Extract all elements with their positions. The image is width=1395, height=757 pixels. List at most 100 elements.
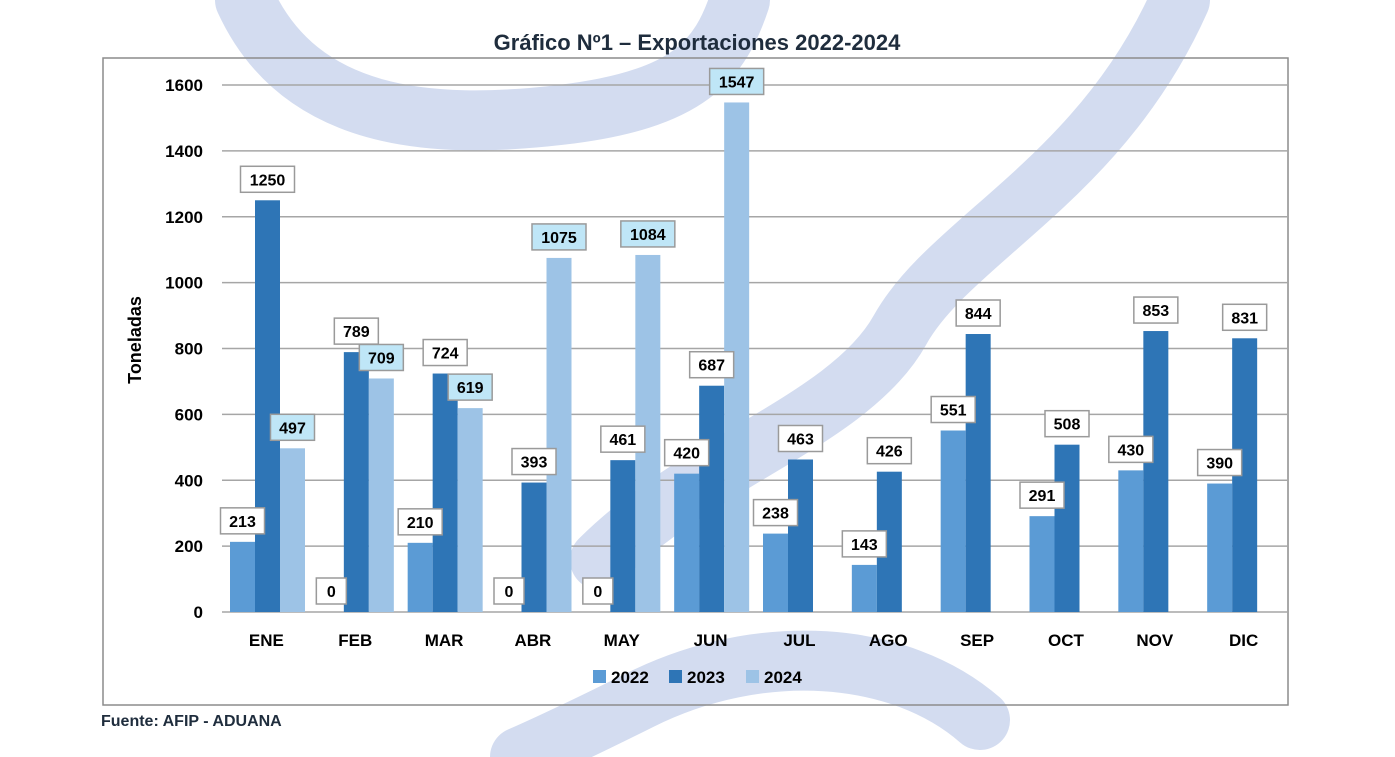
- bar-2024: [546, 257, 572, 612]
- data-label-box: [1044, 409, 1090, 438]
- y-tick-label: 0: [194, 603, 203, 622]
- data-label-box: [219, 507, 266, 535]
- x-tick-label: JUN: [694, 631, 728, 650]
- data-label: 853: [1142, 303, 1169, 320]
- bar-2024: [280, 448, 305, 612]
- data-label: 619: [457, 380, 484, 397]
- x-tick-label: SEP: [960, 631, 994, 650]
- data-label: 390: [1206, 456, 1233, 473]
- x-tick-label: NOV: [1136, 631, 1174, 650]
- data-label: 508: [1054, 417, 1081, 434]
- data-label-box: [777, 424, 824, 453]
- bar-2022: [763, 533, 788, 612]
- bar-2023: [965, 334, 991, 612]
- data-label-box: [315, 577, 348, 605]
- x-tick-label: JUL: [783, 631, 815, 650]
- data-label-box: [620, 220, 676, 248]
- chart-frame: [102, 57, 1289, 706]
- data-label-box: [708, 67, 765, 96]
- bar-2024: [368, 378, 394, 612]
- bar-2022: [230, 541, 255, 612]
- data-label: 461: [609, 432, 636, 449]
- data-label: 709: [368, 350, 395, 367]
- data-label: 0: [505, 584, 514, 601]
- x-tick-label: MAR: [425, 631, 464, 650]
- legend: 2022 2023 2024: [593, 668, 802, 687]
- data-labels: 213 1250 497 0 789 709 210 724 619 0 393 1075 0 461 10…: [219, 67, 1268, 605]
- data-label: 551: [940, 403, 967, 420]
- bar-2023: [699, 385, 725, 612]
- data-label-box: [688, 350, 735, 379]
- legend-label-2022: 2022: [611, 668, 649, 687]
- data-label: 1084: [630, 227, 666, 244]
- data-label: 0: [593, 584, 602, 601]
- legend-swatch-2024: [746, 670, 759, 683]
- legend-label-2023: 2023: [687, 668, 725, 687]
- data-label: 430: [1117, 442, 1144, 459]
- data-label-box: [1221, 303, 1268, 332]
- data-label: 291: [1029, 488, 1056, 505]
- x-tick-label: OCT: [1048, 631, 1085, 650]
- y-tick-label: 1400: [165, 142, 203, 161]
- y-tick-label: 1000: [165, 274, 203, 293]
- x-tick-label: DIC: [1229, 631, 1258, 650]
- data-label-box: [511, 447, 557, 476]
- data-label-box: [531, 223, 587, 251]
- data-label: 238: [762, 506, 789, 523]
- bar-2022: [940, 430, 966, 612]
- bar-2022: [1029, 516, 1055, 612]
- data-label-box: [447, 373, 493, 401]
- data-label: 213: [229, 514, 256, 531]
- data-label-box: [752, 498, 799, 527]
- source-note: Fuente: AFIP - ADUANA: [101, 713, 282, 730]
- data-label-box: [358, 343, 405, 372]
- x-tick-label: FEB: [338, 631, 372, 650]
- data-label: 420: [673, 446, 700, 463]
- bar-2022: [1207, 483, 1233, 612]
- bar-2023: [788, 459, 813, 612]
- data-label: 1547: [719, 74, 755, 91]
- bar-2022: [407, 542, 433, 612]
- data-label-box: [493, 577, 525, 605]
- data-label-box: [422, 338, 468, 367]
- x-tick-label: AGO: [869, 631, 908, 650]
- data-label: 0: [327, 584, 336, 601]
- data-label-box: [663, 438, 710, 467]
- y-tick-label: 800: [175, 340, 203, 359]
- y-tick-label: 400: [175, 471, 203, 490]
- data-label-box: [1108, 435, 1154, 464]
- data-label: 143: [851, 537, 878, 554]
- bar-2022: [851, 564, 877, 612]
- x-axis-categories: ENE FEB MAR ABR MAY JUN JUL AGO SEP OCT NOV DIC: [249, 631, 1258, 650]
- data-label: 1250: [250, 172, 286, 189]
- bar-2023: [432, 373, 458, 612]
- data-label: 393: [521, 455, 548, 472]
- data-label-box: [333, 317, 380, 345]
- y-axis-label: Toneladas: [125, 296, 145, 384]
- data-label-box: [239, 165, 296, 194]
- bar-2022: [1118, 470, 1144, 612]
- data-label-box: [866, 436, 913, 465]
- data-label-box: [269, 413, 316, 442]
- data-label: 426: [876, 444, 903, 461]
- data-label-box: [582, 577, 614, 605]
- bar-2023: [255, 200, 280, 612]
- legend-label-2024: 2024: [764, 668, 802, 687]
- data-label-box: [841, 530, 888, 558]
- bar-2023: [1054, 444, 1080, 612]
- legend-swatch-2022: [593, 670, 606, 683]
- data-label-box: [600, 425, 646, 453]
- data-label-box: [1019, 481, 1065, 509]
- bar-2023: [1143, 331, 1169, 612]
- x-tick-label: ABR: [514, 631, 551, 650]
- y-tick-label: 1200: [165, 208, 203, 227]
- bar-2023: [343, 352, 369, 612]
- data-label: 463: [787, 431, 814, 448]
- x-tick-label: MAY: [604, 631, 641, 650]
- bar-2023: [521, 482, 547, 612]
- data-label-box: [930, 395, 976, 424]
- chart-title: Gráfico Nº1 – Exportaciones 2022-2024: [494, 30, 901, 55]
- data-label: 724: [432, 346, 459, 363]
- data-label: 210: [407, 515, 434, 532]
